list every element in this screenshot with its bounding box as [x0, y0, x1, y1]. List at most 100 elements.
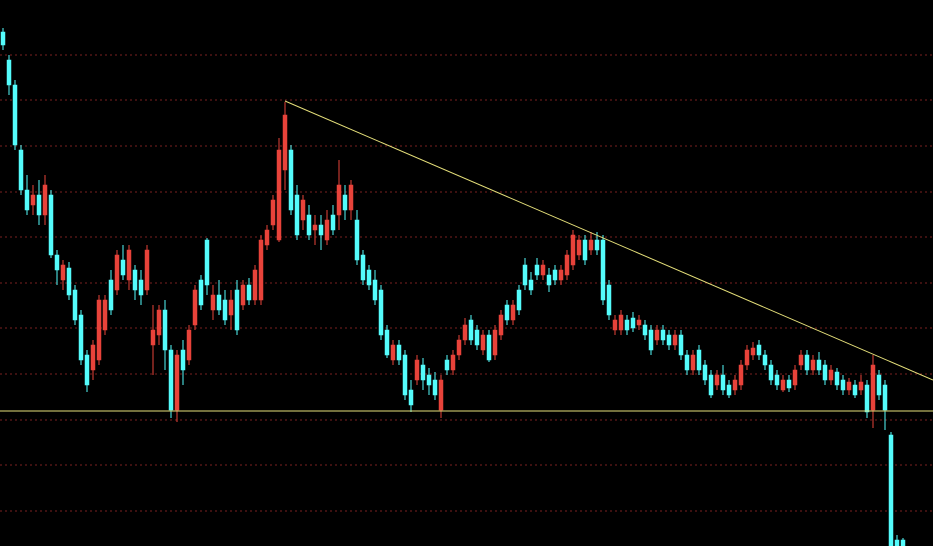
candle-body	[126, 249, 132, 281]
candle-body	[168, 349, 174, 411]
candle-body	[312, 224, 318, 231]
candle-body	[582, 239, 588, 261]
candle-body	[822, 364, 828, 381]
candle-body	[6, 59, 12, 86]
candle-body	[630, 317, 636, 329]
candle-body	[612, 319, 618, 331]
candle-body	[24, 189, 30, 211]
candle-body	[174, 354, 180, 411]
candle-body	[234, 289, 240, 331]
candle-body	[510, 304, 516, 321]
candle-body	[288, 149, 294, 211]
candle-body	[348, 184, 354, 211]
candle-body	[864, 384, 870, 413]
candle-body	[390, 344, 396, 361]
candle-body	[762, 354, 768, 366]
candle-body	[876, 374, 882, 396]
candle-body	[378, 289, 384, 336]
candle-body	[192, 289, 198, 326]
candle-body	[804, 354, 810, 371]
candle-body	[108, 279, 114, 311]
candle-body	[732, 379, 738, 391]
candle-body	[294, 194, 300, 236]
candle-body	[828, 369, 834, 381]
trend-line	[284, 100, 933, 381]
candle-body	[564, 254, 570, 276]
candle-body	[18, 149, 24, 191]
candle-body	[846, 381, 852, 391]
candle-body	[96, 299, 102, 361]
candle-body	[162, 309, 168, 351]
candle-body	[408, 389, 414, 406]
candle-body	[654, 329, 660, 341]
candle-body	[624, 319, 630, 331]
candle-body	[456, 339, 462, 356]
candle-body	[180, 349, 186, 371]
candle-body	[138, 279, 144, 296]
candle-body	[276, 149, 282, 241]
candle-body	[318, 224, 324, 236]
candle-body	[690, 354, 696, 371]
candle-body	[186, 329, 192, 361]
candle-body	[882, 384, 888, 411]
candle-body	[738, 364, 744, 386]
candle-body	[54, 254, 60, 271]
candle-body	[258, 239, 264, 301]
candle-body	[432, 379, 438, 396]
candle-body	[594, 239, 600, 251]
candle-body	[618, 314, 624, 331]
candle-body	[372, 279, 378, 301]
candle-body	[72, 289, 78, 321]
candle-body	[684, 354, 690, 371]
candle-body	[588, 239, 594, 251]
candle-body	[216, 294, 222, 311]
candle-body	[330, 214, 336, 231]
candle-body	[672, 334, 678, 346]
candle-body	[678, 334, 684, 356]
candle-body	[744, 349, 750, 366]
candle-body	[714, 374, 720, 386]
candle-body	[300, 199, 306, 221]
candle-body	[648, 329, 654, 351]
candle-body	[228, 299, 234, 316]
candle-body	[42, 184, 48, 216]
candle-body	[468, 319, 474, 341]
candle-body	[210, 294, 216, 311]
candle-body	[486, 334, 492, 361]
candle-body	[894, 539, 900, 546]
candle-body	[516, 289, 522, 311]
candle-body	[540, 264, 546, 276]
candle-body	[366, 269, 372, 286]
candle-body	[426, 374, 432, 386]
candle-body	[660, 329, 666, 341]
candle-body	[606, 284, 612, 316]
candle-body	[222, 299, 228, 321]
candle-body	[702, 364, 708, 381]
candle-body	[552, 269, 558, 281]
candle-body	[306, 214, 312, 236]
candle-body	[342, 194, 348, 211]
candle-body	[270, 199, 276, 226]
candle-body	[768, 364, 774, 381]
candle-body	[450, 354, 456, 371]
candle-body	[30, 194, 36, 206]
candle-body	[870, 364, 876, 411]
candle-body	[246, 284, 252, 301]
candle-body	[132, 269, 138, 291]
candle-body	[558, 269, 564, 281]
candle-body	[576, 239, 582, 256]
candle-body	[84, 354, 90, 386]
candle-body	[150, 329, 156, 346]
candle-body	[60, 264, 66, 281]
candle-body	[252, 269, 258, 301]
candle-body	[12, 84, 18, 146]
candle-body	[282, 114, 288, 171]
candle-body	[264, 229, 270, 246]
candle-body	[498, 314, 504, 336]
candle-body	[360, 254, 366, 281]
candle-body	[696, 349, 702, 371]
candle-body	[414, 359, 420, 381]
